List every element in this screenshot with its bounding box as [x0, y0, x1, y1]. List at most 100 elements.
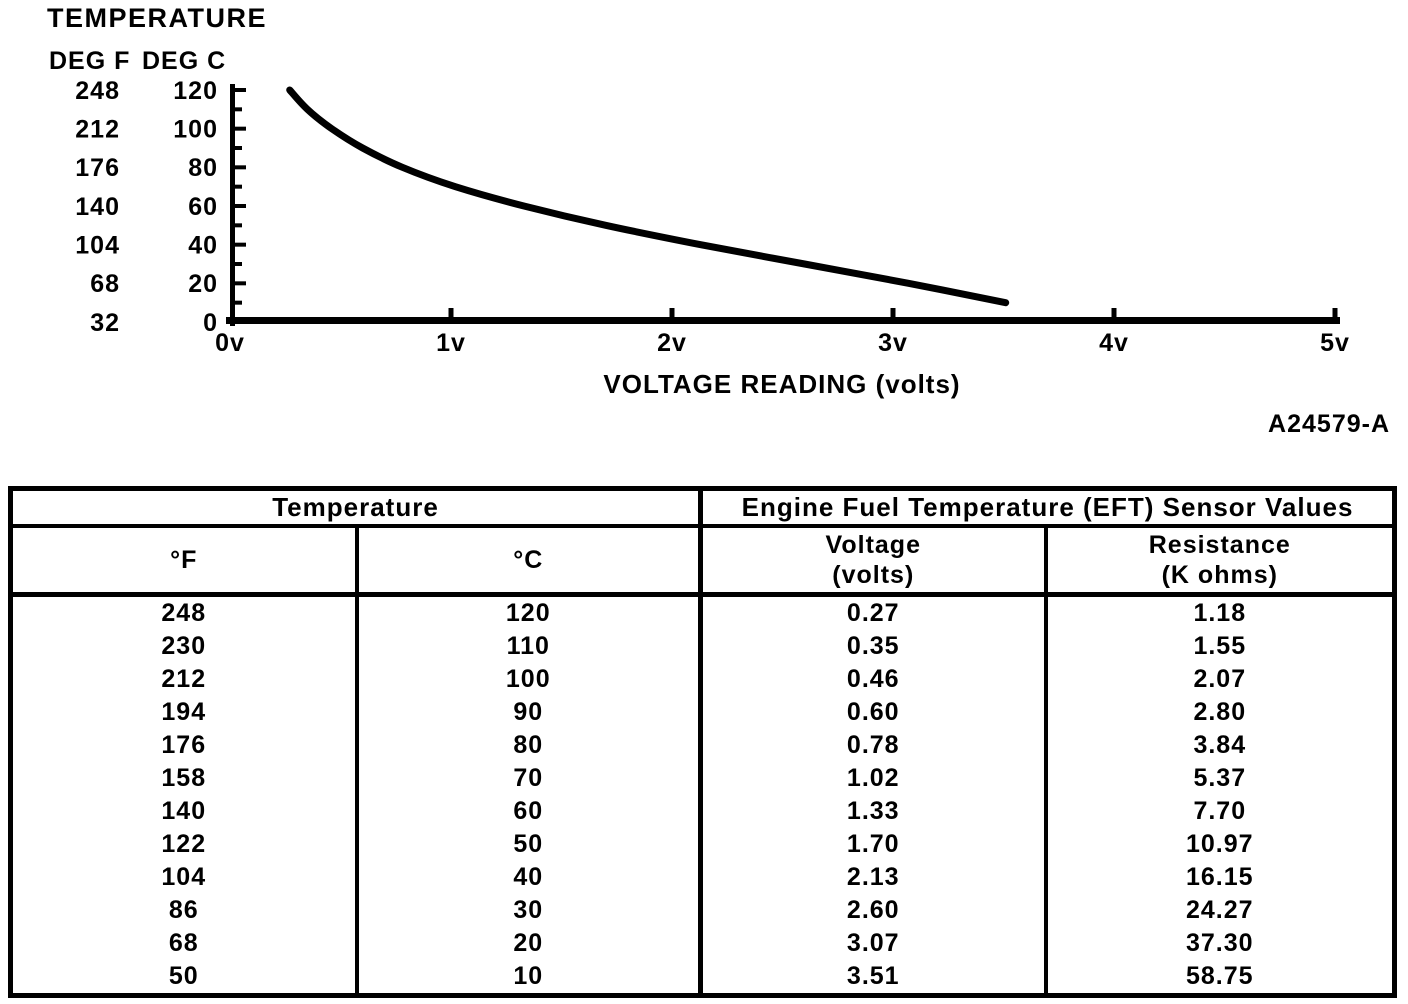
y-tick-label-degf: 104	[75, 231, 120, 259]
table-cell: 122	[161, 830, 207, 858]
x-axis-tick	[669, 308, 675, 317]
y-axis-tick	[235, 165, 246, 170]
group-header-eft-sensor-values: Engine Fuel Temperature (EFT) Sensor Val…	[698, 488, 1395, 528]
table-cell: 248	[161, 599, 207, 627]
table-cell: 1.70	[698, 828, 1046, 861]
x-axis-title: VOLTAGE READING (volts)	[603, 369, 961, 399]
eft-voltage-chart: TEMPERATURE DEG F DEG C 0v 1v 2v 3v 4v 5v 32 0 6…	[0, 0, 1408, 486]
table-cell: 37.30	[1043, 927, 1395, 960]
table-cell: 1.33	[698, 795, 1046, 828]
y-tick-label-degc: 100	[173, 115, 218, 143]
table-row: 122 50 1.70 10.97	[11, 828, 1395, 861]
y-axis-tick	[235, 242, 246, 247]
x-axis-tick	[890, 308, 896, 317]
x-tick-label: 2v	[657, 329, 687, 357]
y-axis-tick	[235, 223, 242, 228]
table-cell: 20	[354, 927, 701, 960]
y-tick-label-degf: 32	[90, 309, 120, 337]
y-axis-tick	[235, 107, 242, 112]
table-cell: 104	[161, 863, 207, 891]
table-cell: 140	[161, 797, 207, 825]
column-header-degf: °F	[10, 526, 357, 597]
y-tick-label-degf: 248	[75, 77, 120, 105]
eft-sensor-table: Temperature Engine Fuel Temperature (EFT…	[8, 486, 1398, 998]
table-cell: 90	[354, 696, 701, 729]
table-cell: 16.15	[1043, 861, 1395, 894]
table-cell: 24.27	[1043, 894, 1395, 927]
table-row: 140 60 1.33 7.70	[11, 795, 1395, 828]
table-cell: 2.07	[1043, 663, 1395, 696]
column-header-voltage: Voltage (volts)	[698, 526, 1046, 597]
x-tick-label: 1v	[436, 329, 466, 357]
table-cell: 30	[354, 894, 701, 927]
table-cell: 7.70	[1043, 795, 1395, 828]
y-tick-label-degf: 140	[75, 193, 120, 221]
y-tick-label-degc: 0	[203, 309, 218, 337]
x-axis-line	[226, 317, 1340, 324]
table-cell: 68	[168, 929, 199, 957]
chart-title: TEMPERATURE	[47, 3, 268, 33]
table-cell: 1.02	[698, 762, 1046, 795]
table-cell: 0.60	[698, 696, 1046, 729]
table-row: 104 40 2.13 16.15	[11, 861, 1395, 894]
table-cell: 0.78	[698, 729, 1046, 762]
y-tick-label-degc: 80	[188, 154, 218, 182]
table-cell: 2.60	[698, 894, 1046, 927]
table-cell: 176	[161, 731, 207, 759]
table-cell: 2.13	[698, 861, 1046, 894]
table-cell: 194	[161, 698, 207, 726]
table-cell: 230	[161, 632, 207, 660]
table-cell: 58.75	[1043, 960, 1395, 996]
column-header-resistance: Resistance (K ohms)	[1043, 526, 1395, 597]
y-tick-label-degf: 68	[90, 270, 120, 298]
table-cell: 120	[354, 594, 701, 630]
table-cell: 50	[168, 962, 199, 990]
table-row: 230 110 0.35 1.55	[11, 630, 1395, 663]
table-row: 212 100 0.46 2.07	[11, 663, 1395, 696]
y-tick-label-degc: 20	[188, 270, 218, 298]
figure-code: A24579-A	[1268, 410, 1390, 438]
y-tick-label-degf: 212	[75, 115, 120, 143]
table-row: 194 90 0.60 2.80	[11, 696, 1395, 729]
y-tick-label-degc: 60	[188, 193, 218, 221]
table-row: 176 80 0.78 3.84	[11, 729, 1395, 762]
chart-plot-area: 0v 1v 2v 3v 4v 5v 32 0 68 20 104 40 140 60 176 80 212 100…	[75, 77, 1350, 357]
table-cell: 60	[354, 795, 701, 828]
table-row: 86 30 2.60 24.27	[11, 894, 1395, 927]
y-tick-label-degf: 176	[75, 154, 120, 182]
x-tick-label: 3v	[878, 329, 908, 357]
table-row: 50 10 3.51 58.75	[11, 960, 1395, 996]
x-axis-tick	[1332, 308, 1338, 317]
y-axis-line	[230, 84, 235, 326]
table-cell: 3.07	[698, 927, 1046, 960]
y-axis-tick	[235, 126, 246, 131]
x-tick-label: 4v	[1099, 329, 1129, 357]
y-axis-tick	[235, 281, 246, 286]
table-cell: 2.80	[1043, 696, 1395, 729]
table-cell: 86	[168, 896, 199, 924]
table-cell: 3.51	[698, 960, 1046, 996]
y-axis-unit-degf: DEG F	[49, 47, 131, 75]
table-cell: 5.37	[1043, 762, 1395, 795]
y-axis-unit-degc: DEG C	[142, 47, 227, 75]
table-cell: 0.35	[698, 630, 1046, 663]
sensor-curve	[286, 86, 1010, 307]
table-cell: 158	[161, 764, 207, 792]
table-cell: 3.84	[1043, 729, 1395, 762]
table-row: 158 70 1.02 5.37	[11, 762, 1395, 795]
x-tick-label: 5v	[1320, 329, 1350, 357]
y-axis-tick	[235, 300, 242, 305]
table-cell: 100	[354, 663, 701, 696]
table-column-header-row: °F °C Voltage (volts) Resistance (K ohms…	[10, 526, 1395, 597]
y-axis-tick	[235, 146, 242, 150]
x-tick-label: 0v	[215, 329, 245, 357]
column-header-degc: °C	[354, 526, 701, 597]
table-cell: 212	[161, 665, 207, 693]
y-axis-tick	[235, 262, 242, 266]
table-cell: 40	[354, 861, 701, 894]
table-cell: 1.18	[1043, 594, 1395, 630]
table-cell: 10	[354, 960, 701, 996]
table-cell: 0.46	[698, 663, 1046, 696]
table-row: 248 120 0.27 1.18	[11, 594, 1395, 630]
